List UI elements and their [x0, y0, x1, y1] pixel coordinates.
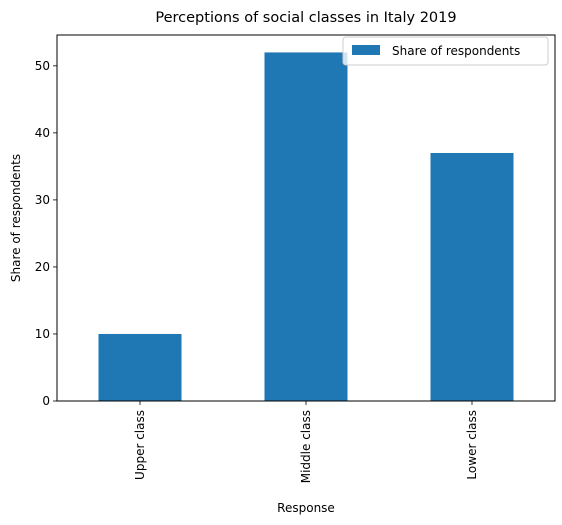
- y-axis-ticks: 0 10 20 30 40 50: [35, 59, 57, 408]
- legend-swatch: [352, 45, 380, 55]
- plot-frame: [56, 34, 556, 402]
- bar-middle-class: [264, 52, 348, 402]
- y-tick-label: 40: [35, 126, 50, 140]
- bar-upper-class: [98, 333, 182, 401]
- y-tick-label: 50: [35, 59, 50, 73]
- legend-label: Share of respondents: [392, 44, 520, 58]
- x-tick-label: Lower class: [465, 410, 479, 480]
- bar-lower-class: [430, 152, 514, 401]
- y-tick-label: 10: [35, 327, 50, 341]
- legend-box: [342, 36, 549, 66]
- legend: Share of respondents: [342, 36, 549, 66]
- y-tick-label: 0: [42, 394, 50, 408]
- y-axis-label: Share of respondents: [9, 154, 23, 282]
- chart-title: Perceptions of social classes in Italy 2…: [155, 10, 456, 26]
- y-tick-label: 30: [35, 193, 50, 207]
- x-axis-ticks: Upper class Middle class Lower class: [133, 401, 479, 483]
- bars-layer: [98, 52, 514, 402]
- x-tick-label: Middle class: [299, 410, 313, 483]
- x-tick-label: Upper class: [133, 410, 147, 480]
- y-tick-label: 20: [35, 260, 50, 274]
- x-axis-label: Response: [277, 501, 335, 515]
